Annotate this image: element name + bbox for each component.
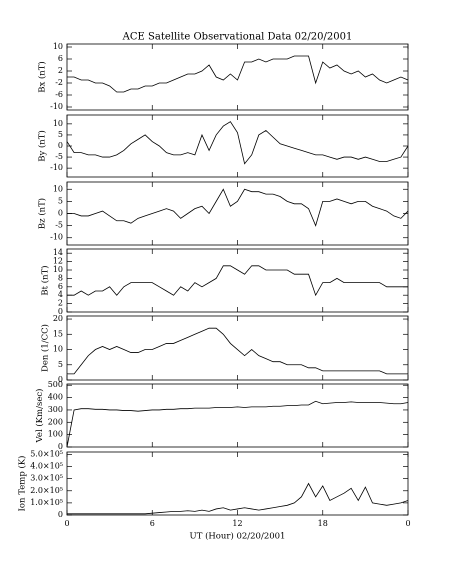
y-tick-label: 2 [58,66,63,75]
plot-frame [66,248,409,313]
plot-frame [66,383,409,448]
y-tick-label: 14 [53,248,63,257]
y-tick-label: 12 [53,257,63,266]
plot-frame [66,451,409,516]
y-tick-label: 6 [58,54,63,63]
y-tick-label: 4 [58,290,63,299]
y-tick-label: 6 [58,282,63,291]
y-tick-label: 1.0×10⁵ [30,498,63,507]
data-line [66,121,409,165]
y-tick-label: 2.0×10⁵ [30,486,63,495]
y-tick-label: 2 [58,299,63,308]
panel: ACE Satellite Observational Data 02/20/2… [37,32,409,111]
plot-frame [66,114,409,178]
y-tick-label: 10 [53,119,63,128]
plot-frame [66,181,409,246]
y-tick-label: 10 [53,345,63,354]
y-tick-label: 0 [58,375,63,384]
x-tick-label: 0 [64,519,69,528]
y-axis-label: Bz (nT) [37,198,48,229]
y-axis-label: Ion Temp (K) [17,456,28,512]
y-tick-label: 300 [48,405,63,414]
y-tick-label: 0 [58,442,63,451]
y-tick-label: 0 [58,141,63,150]
y-tick-label: -2 [55,78,63,87]
y-axis-label: Vel (Km/sec) [34,389,45,444]
y-tick-label: 5.0×10⁵ [30,449,63,458]
y-tick-label: -10 [50,233,63,242]
y-tick-label: 0 [58,510,63,519]
data-line [67,188,409,227]
y-axis-label: By (nT) [37,130,48,162]
panel: -10 -5 0 5 10 By (nT) [37,114,409,178]
y-tick-label: 5 [58,360,63,369]
data-line [66,400,409,448]
data-line [67,55,409,93]
y-tick-label: 5 [58,130,63,139]
y-tick-label: 5 [58,196,63,205]
y-tick-label: 400 [48,393,63,402]
data-line [67,265,408,297]
data-line [67,482,409,515]
y-tick-label: 20 [53,314,63,323]
y-tick-label: 10 [53,184,63,193]
y-tick-label: -5 [55,221,63,230]
y-axis-label: Bx (nT) [37,61,48,93]
y-tick-label: -10 [50,163,63,172]
x-tick-label: 6 [150,519,155,528]
y-tick-label: -6 [55,90,63,99]
plot-frame [66,43,409,111]
y-tick-label: 0 [58,307,63,316]
y-tick-label: 200 [48,417,63,426]
y-tick-label: -10 [50,102,63,111]
y-tick-label: 0 [58,209,63,218]
y-tick-label: 500 [48,380,63,389]
y-tick-label: 8 [58,273,63,282]
chart-title: ACE Satellite Observational Data 02/20/2… [122,32,353,43]
y-tick-label: 4.0×10⁵ [30,462,63,471]
panel: -10 -5 0 5 10 Bz (nT) [37,181,409,246]
plot-frame [66,315,409,381]
data-line [67,327,408,375]
y-tick-label: 15 [53,329,63,338]
y-axis-label: Bt (nT) [39,265,50,295]
x-tick-label: 0 [405,519,410,528]
x-tick-label: 12 [232,519,242,528]
y-tick-label: 10 [53,265,63,274]
y-tick-label: 10 [53,42,63,51]
x-tick-label: 18 [318,519,328,528]
x-axis-label: UT (Hour) 02/20/2001 [190,531,286,542]
y-tick-label: -5 [55,152,63,161]
y-tick-label: 100 [48,430,63,439]
y-tick-label: 3.0×10⁵ [30,474,63,483]
y-axis-label: Den (1/CC) [39,324,50,372]
panel: 0 1.0×10⁵ 2.0×10⁵ 3.0×10⁵ 4.0×10⁵ 5.0×10⁵Ion … [17,449,411,541]
